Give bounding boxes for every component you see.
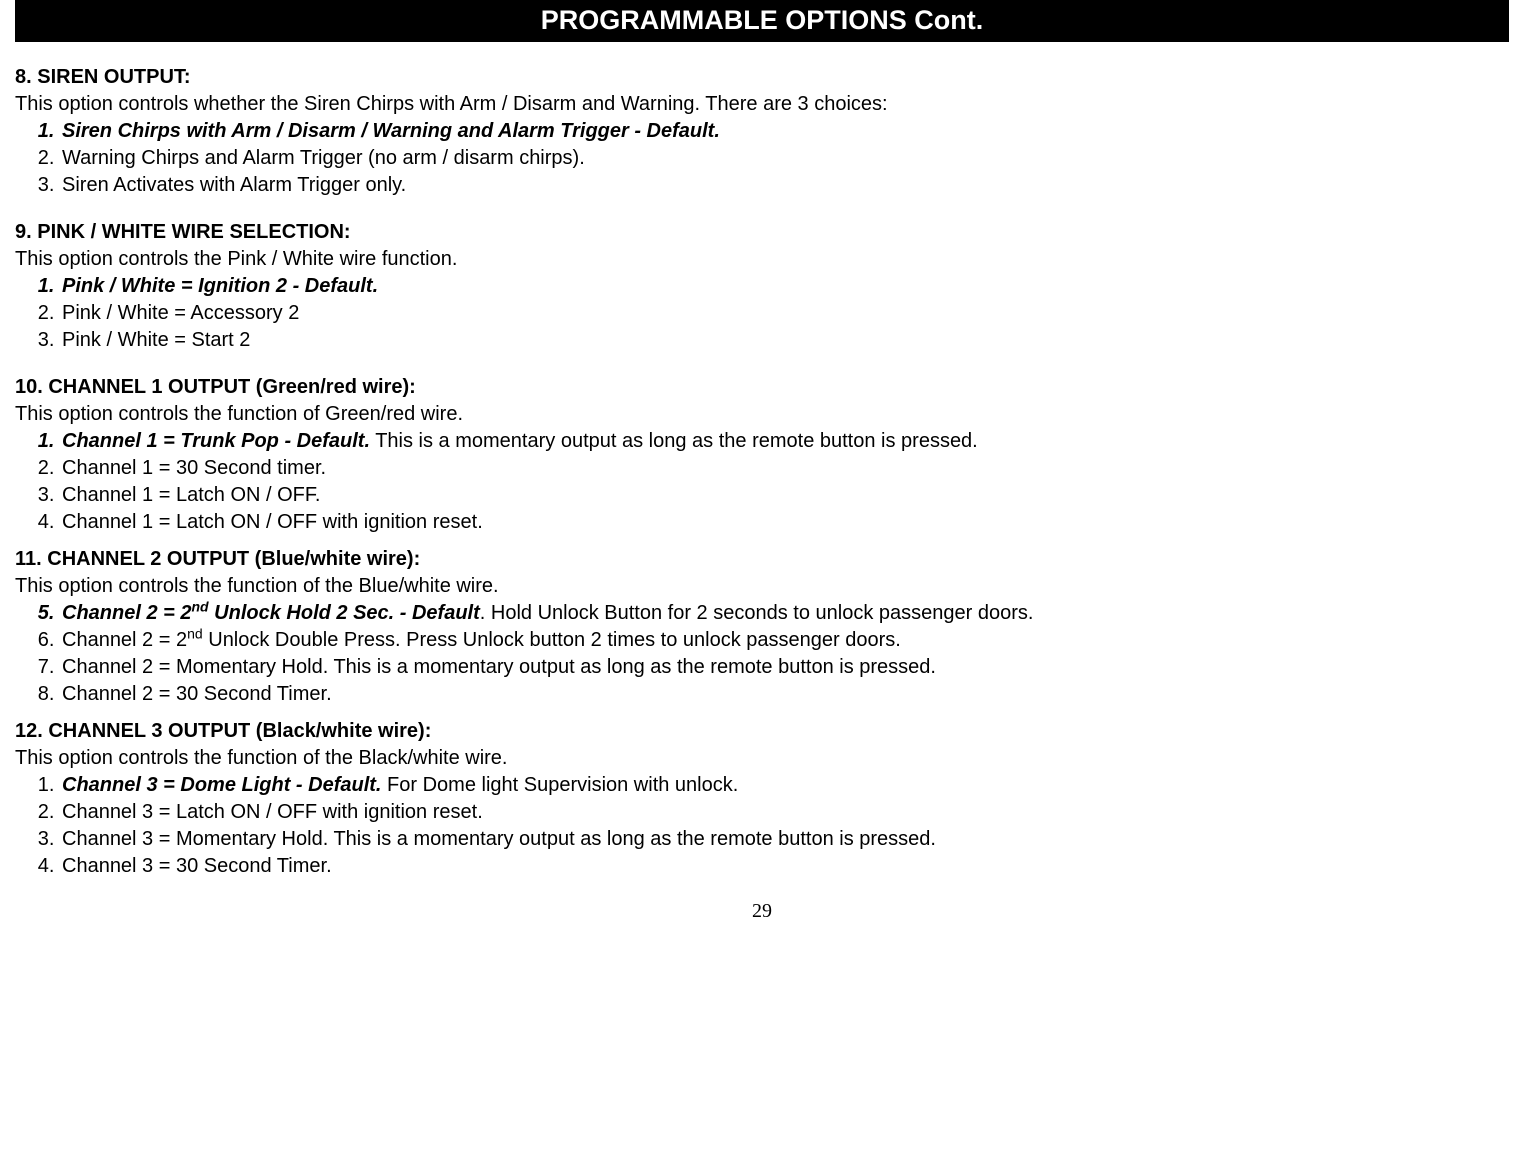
option-section: 12. CHANNEL 3 OUTPUT (Black/white wire):… — [15, 718, 1509, 880]
option-section: 8. SIREN OUTPUT:This option controls whe… — [15, 64, 1509, 199]
option-section: 11. CHANNEL 2 OUTPUT (Blue/white wire):T… — [15, 546, 1509, 708]
option-default-label: Channel 1 = Trunk Pop - Default. — [62, 430, 370, 452]
section-description: This option controls the Pink / White wi… — [15, 246, 1509, 273]
section-heading: 8. SIREN OUTPUT: — [15, 64, 1509, 91]
option-list: Channel 1 = Trunk Pop - Default. This is… — [60, 428, 1509, 536]
option-item: Channel 1 = 30 Second timer. — [60, 455, 1509, 482]
option-item: Channel 2 = Momentary Hold. This is a mo… — [60, 654, 1509, 681]
option-list: Channel 2 = 2nd Unlock Hold 2 Sec. - Def… — [60, 600, 1509, 708]
option-section: 10. CHANNEL 1 OUTPUT (Green/red wire):Th… — [15, 374, 1509, 536]
sections-container: 8. SIREN OUTPUT:This option controls whe… — [15, 64, 1509, 880]
option-item: Channel 2 = 2nd Unlock Double Press. Pre… — [60, 627, 1509, 654]
section-heading: 12. CHANNEL 3 OUTPUT (Black/white wire): — [15, 718, 1509, 745]
section-heading: 10. CHANNEL 1 OUTPUT (Green/red wire): — [15, 374, 1509, 401]
option-item: Pink / White = Accessory 2 — [60, 300, 1509, 327]
page-container: PROGRAMMABLE OPTIONS Cont. 8. SIREN OUTP… — [0, 0, 1524, 935]
page-number: 29 — [15, 898, 1509, 925]
option-item: Channel 3 = Latch ON / OFF with ignition… — [60, 799, 1509, 826]
option-default-label: Channel 3 = Dome Light - Default. — [62, 774, 381, 796]
option-item: Channel 2 = 30 Second Timer. — [60, 681, 1509, 708]
option-section: 9. PINK / WHITE WIRE SELECTION:This opti… — [15, 219, 1509, 354]
section-heading: 9. PINK / WHITE WIRE SELECTION: — [15, 219, 1509, 246]
option-item: Channel 3 = 30 Second Timer. — [60, 853, 1509, 880]
section-description: This option controls the function of the… — [15, 573, 1509, 600]
section-description: This option controls whether the Siren C… — [15, 91, 1509, 118]
option-default-label: Siren Chirps with Arm / Disarm / Warning… — [62, 120, 720, 142]
option-item: Pink / White = Start 2 — [60, 327, 1509, 354]
section-heading: 11. CHANNEL 2 OUTPUT (Blue/white wire): — [15, 546, 1509, 573]
option-item: Channel 3 = Momentary Hold. This is a mo… — [60, 826, 1509, 853]
option-item: Channel 1 = Latch ON / OFF. — [60, 482, 1509, 509]
banner-title: PROGRAMMABLE OPTIONS Cont. — [15, 0, 1509, 42]
option-list: Pink / White = Ignition 2 - Default. Pink… — [60, 273, 1509, 354]
section-description: This option controls the function of Gre… — [15, 401, 1509, 428]
option-list: Channel 3 = Dome Light - Default. For Do… — [60, 772, 1509, 880]
section-description: This option controls the function of the… — [15, 745, 1509, 772]
option-default-label: Pink / White = Ignition 2 - Default. — [62, 275, 378, 297]
option-item: Channel 2 = 2nd Unlock Hold 2 Sec. - Def… — [60, 600, 1509, 627]
option-item: Channel 3 = Dome Light - Default. For Do… — [60, 772, 1509, 799]
option-item: Siren Chirps with Arm / Disarm / Warning… — [60, 118, 1509, 145]
option-item: Siren Activates with Alarm Trigger only. — [60, 172, 1509, 199]
option-list: Siren Chirps with Arm / Disarm / Warning… — [60, 118, 1509, 199]
option-item: Channel 1 = Latch ON / OFF with ignition… — [60, 509, 1509, 536]
option-item: Pink / White = Ignition 2 - Default. — [60, 273, 1509, 300]
option-item: Warning Chirps and Alarm Trigger (no arm… — [60, 145, 1509, 172]
option-item: Channel 1 = Trunk Pop - Default. This is… — [60, 428, 1509, 455]
option-default-label: Channel 2 = 2nd Unlock Hold 2 Sec. - Def… — [62, 602, 480, 624]
